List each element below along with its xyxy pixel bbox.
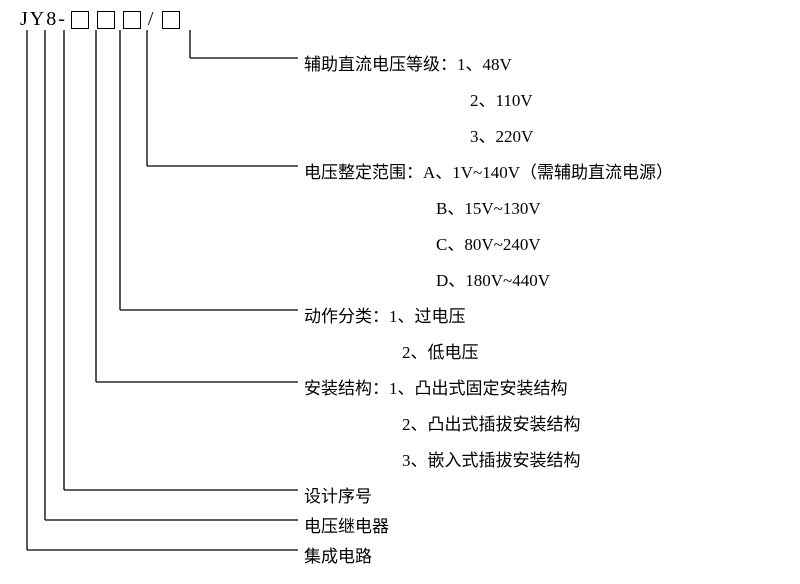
branch-item-voltage_range-3: D、180V~440V <box>436 266 550 291</box>
code-box-3 <box>123 11 141 29</box>
code-prefix: JY8- <box>20 8 67 31</box>
branch-title-action_type: 动作分类：1、过电压 <box>304 302 466 327</box>
branch-title-voltage_relay: 电压继电器 <box>304 512 389 537</box>
branch-title-mounting: 安装结构：1、凸出式固定安装结构 <box>304 374 568 399</box>
connector-lines <box>0 0 800 584</box>
branch-item-mounting-1: 2、凸出式插拔安装结构 <box>402 410 581 435</box>
model-code: JY8- / <box>20 8 184 31</box>
branch-item-aux_dc-1: 2、110V <box>470 86 533 111</box>
code-box-2 <box>97 11 115 29</box>
branch-title-ic: 集成电路 <box>304 542 372 567</box>
branch-title-aux_dc: 辅助直流电压等级：1、48V <box>304 50 512 75</box>
branch-item-voltage_range-1: B、15V~130V <box>436 194 541 219</box>
code-box-1 <box>71 11 89 29</box>
code-box-4 <box>162 11 180 29</box>
branch-item-mounting-2: 3、嵌入式插拔安装结构 <box>402 446 581 471</box>
branch-item-voltage_range-2: C、80V~240V <box>436 230 541 255</box>
branch-title-voltage_range: 电压整定范围：A、1V~140V（需辅助直流电源） <box>304 158 673 183</box>
branch-item-aux_dc-2: 3、220V <box>470 122 533 147</box>
code-separator: / <box>148 8 156 31</box>
branch-item-action_type-1: 2、低电压 <box>402 338 479 363</box>
branch-title-design_seq: 设计序号 <box>304 482 372 507</box>
